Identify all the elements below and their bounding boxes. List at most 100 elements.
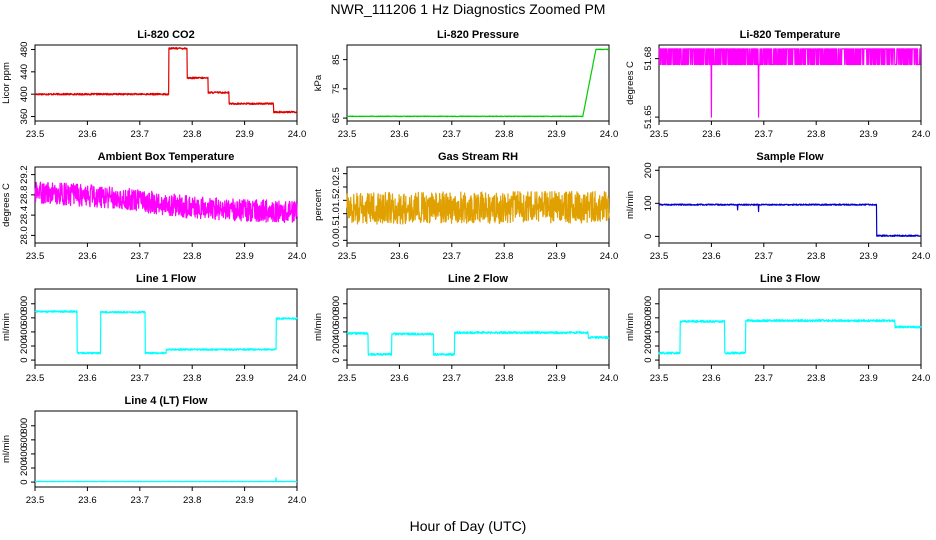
y-tick-label: 51.68 [643, 47, 654, 71]
x-tick-label: 23.9 [859, 373, 878, 384]
y-tick-label: 200 [19, 460, 30, 476]
y-tick-label: 29.2 [19, 165, 30, 184]
chart-panel: Line 3 Flow 23.5 23.6 23.7 23.8 23.9 24.0 0 2004… [625, 273, 930, 384]
plot-frame [346, 44, 610, 122]
y-tick-label: 600 [331, 310, 342, 326]
x-tick-label: 23.8 [807, 129, 826, 140]
x-tick-label: 23.9 [235, 373, 254, 384]
x-tick-label: 24.0 [912, 373, 931, 384]
chart-title: Line 1 Flow [136, 273, 196, 285]
x-tick-label: 23.8 [495, 373, 514, 384]
x-axis-title: Hour of Day (UTC) [409, 518, 527, 534]
y-axis-label: ml/min [625, 191, 636, 219]
y-tick-label: 0 [19, 479, 30, 484]
y-tick-label: 400 [19, 86, 30, 102]
x-tick-label: 23.6 [702, 373, 721, 384]
x-tick-label: 23.9 [235, 251, 254, 262]
chart-panel: Line 4 (LT) Flow 23.5 23.6 23.7 23.8 23.9 24.0… [1, 395, 306, 506]
y-tick-label: 600 [643, 310, 654, 326]
x-tick-label: 23.9 [859, 251, 878, 262]
y-tick-label: 600 [19, 310, 30, 326]
x-tick-label: 23.6 [390, 129, 409, 140]
y-tick-label: 1.5 [331, 194, 342, 207]
x-tick-label: 23.8 [183, 373, 202, 384]
x-tick-label: 23.7 [131, 373, 150, 384]
x-tick-label: 23.5 [338, 129, 357, 140]
y-tick-label: 480 [19, 42, 30, 58]
x-tick-label: 23.7 [755, 251, 774, 262]
y-tick-label: 0 [643, 357, 654, 362]
chart-title: Li-820 CO2 [137, 29, 194, 41]
x-tick-label: 23.5 [650, 129, 669, 140]
chart-title: Line 3 Flow [760, 273, 820, 285]
y-tick-label: 100 [643, 195, 654, 211]
chart-title: Line 2 Flow [448, 273, 508, 285]
y-axis-label: ml/min [1, 435, 12, 463]
y-tick-label: 51.65 [643, 105, 654, 129]
x-tick-label: 23.7 [443, 373, 462, 384]
y-tick-label: 28.0 [19, 226, 30, 245]
plot-frame [34, 410, 298, 488]
x-tick-label: 23.6 [390, 373, 409, 384]
y-tick-label: 0 [19, 357, 30, 362]
plot-frame [658, 288, 922, 366]
x-tick-label: 24.0 [912, 129, 931, 140]
x-tick-label: 23.7 [131, 251, 150, 262]
y-tick-label: 800 [331, 296, 342, 312]
y-axis-label: ml/min [1, 313, 12, 341]
x-tick-label: 23.8 [495, 251, 514, 262]
y-tick-label: 0.0 [331, 234, 342, 247]
x-tick-label: 23.9 [547, 373, 566, 384]
y-tick-label: 2.0 [331, 180, 342, 193]
y-tick-label: 28.4 [19, 206, 30, 225]
x-tick-label: 23.9 [859, 129, 878, 140]
x-tick-label: 23.5 [650, 373, 669, 384]
y-tick-label: 800 [643, 296, 654, 312]
data-line [658, 319, 922, 355]
y-tick-label: 65 [331, 113, 342, 124]
x-tick-label: 24.0 [288, 129, 307, 140]
y-tick-label: 800 [19, 296, 30, 312]
chart-panel: Line 1 Flow 23.5 23.6 23.7 23.8 23.9 24.0 0 2004… [1, 273, 306, 384]
y-tick-label: 0 [643, 234, 654, 239]
x-tick-label: 23.7 [443, 251, 462, 262]
y-tick-label: 360 [19, 109, 30, 125]
x-tick-label: 23.5 [26, 373, 45, 384]
data-line [658, 203, 922, 237]
chart-panel: Li-820 Temperature 23.5 23.6 23.7 23.8 23.9 24… [625, 29, 930, 140]
data-line [34, 477, 298, 483]
y-axis-label: degrees C [625, 61, 636, 105]
x-tick-label: 24.0 [288, 373, 307, 384]
chart-panel: Li-820 CO2 23.5 23.6 23.7 23.8 23.9 24.0 360 400… [1, 29, 306, 140]
x-tick-label: 23.8 [807, 251, 826, 262]
y-tick-label: 200 [19, 338, 30, 354]
x-tick-label: 23.5 [26, 129, 45, 140]
y-axis-label: ml/min [313, 313, 324, 341]
x-tick-label: 23.6 [78, 129, 97, 140]
y-tick-label: 200 [331, 338, 342, 354]
chart-panel: Gas Stream RH 23.5 23.6 23.7 23.8 23.9 24.0 0.0… [313, 151, 618, 262]
x-tick-label: 24.0 [600, 373, 619, 384]
x-tick-label: 23.5 [650, 251, 669, 262]
y-tick-label: 28.8 [19, 186, 30, 205]
chart-title: Sample Flow [756, 151, 824, 163]
x-tick-label: 23.9 [547, 251, 566, 262]
y-tick-label: 800 [19, 418, 30, 434]
x-tick-label: 23.8 [495, 129, 514, 140]
chart-panel: Sample Flow 23.5 23.6 23.7 23.8 23.9 24.0 0 100 2… [625, 151, 930, 262]
y-tick-label: 0.5 [331, 220, 342, 233]
y-tick-label: 400 [19, 446, 30, 462]
chart-title: Li-820 Temperature [740, 29, 841, 41]
x-tick-label: 23.6 [78, 373, 97, 384]
x-tick-label: 23.8 [183, 251, 202, 262]
y-tick-label: 85 [331, 54, 342, 65]
y-tick-label: 75 [331, 84, 342, 95]
plot-frame [346, 288, 610, 366]
x-tick-label: 23.5 [26, 495, 45, 506]
x-tick-label: 23.7 [755, 373, 774, 384]
plot-frame [34, 44, 298, 122]
y-tick-label: 400 [643, 324, 654, 340]
x-tick-label: 23.8 [807, 373, 826, 384]
x-tick-label: 23.9 [547, 129, 566, 140]
